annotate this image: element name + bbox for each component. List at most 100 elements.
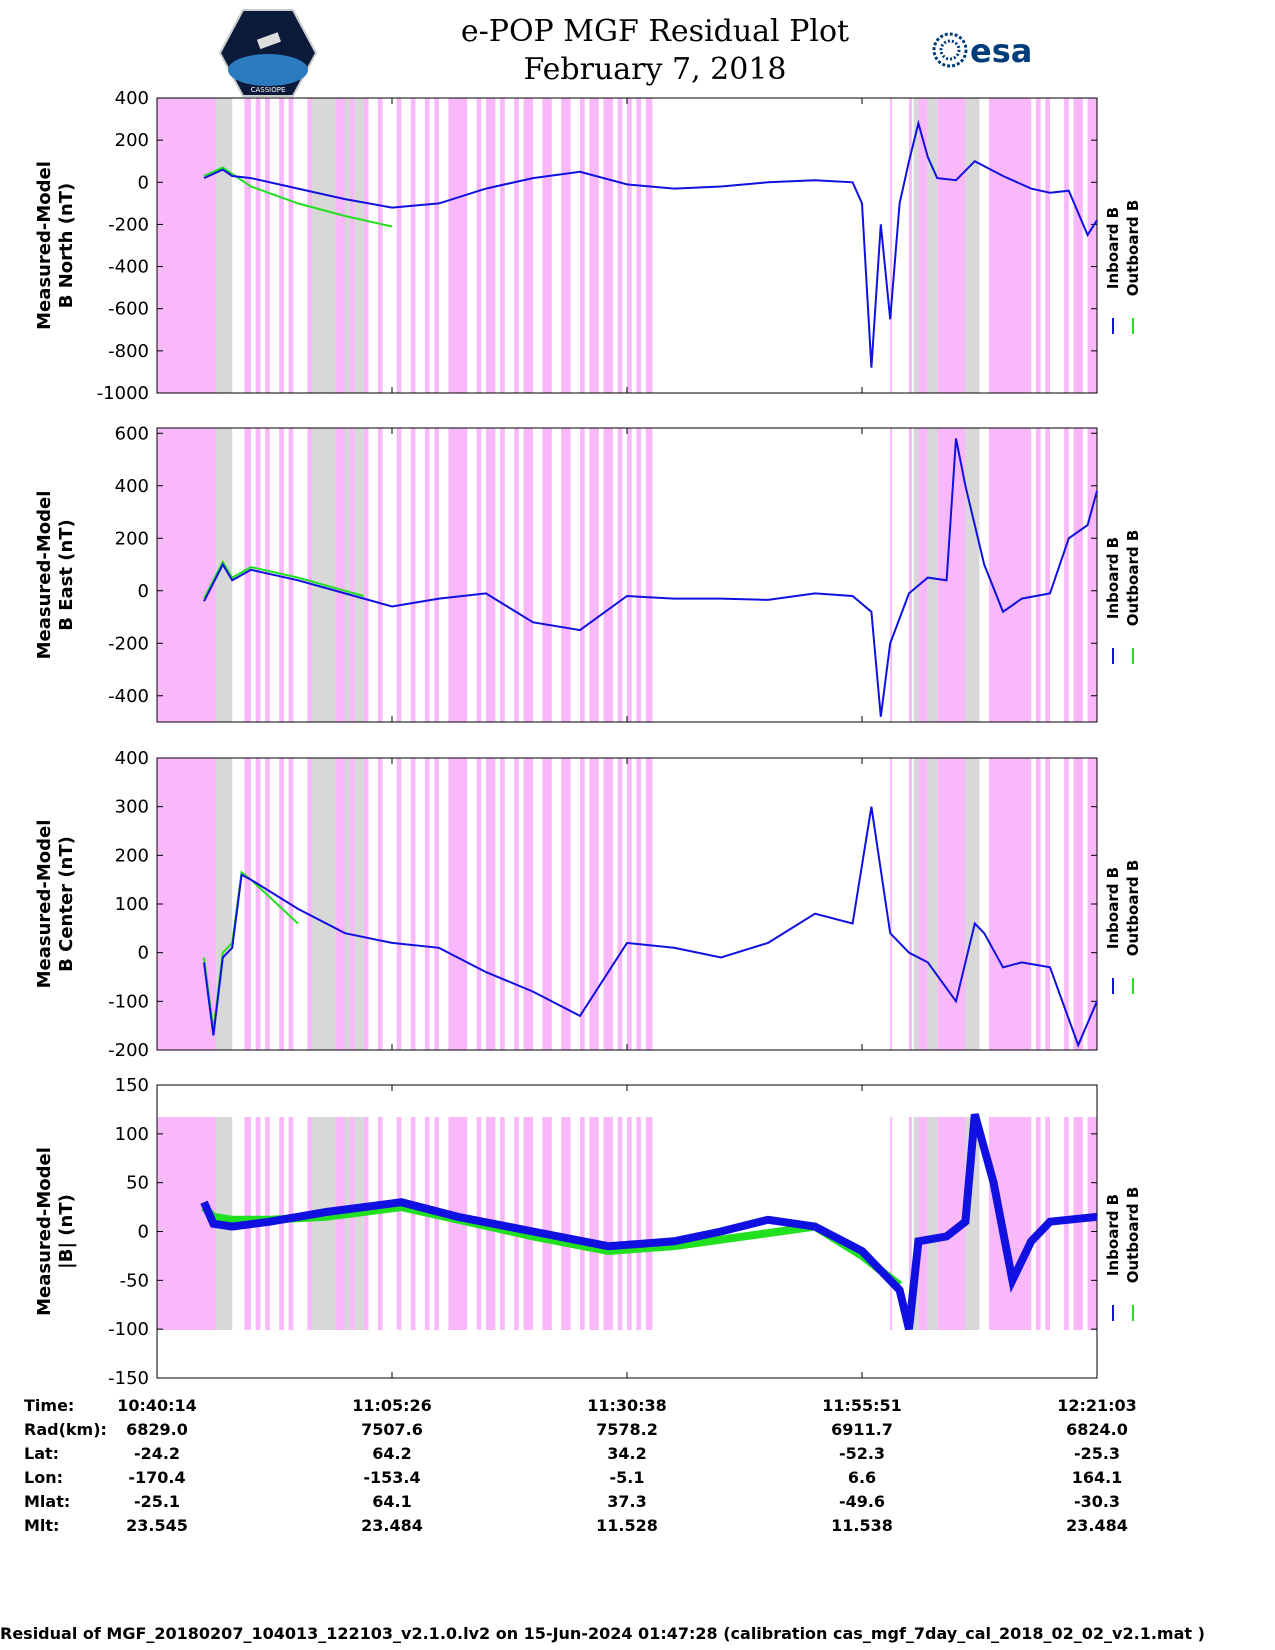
pink-shade-band <box>396 758 402 1050</box>
y-axis-label-line1: Measured-Model <box>34 1147 55 1316</box>
pink-shade-band <box>937 758 966 1050</box>
gray-shade-band <box>913 98 919 393</box>
pink-shade-band <box>279 428 284 722</box>
pink-shade-band <box>1073 428 1083 722</box>
pink-shade-band <box>486 758 496 1050</box>
pink-shade-band <box>307 428 313 722</box>
pink-shade-band <box>988 758 1032 1050</box>
pink-shade-band <box>434 98 439 393</box>
series-line-inboard <box>203 438 1098 717</box>
pink-shade-band <box>645 98 653 393</box>
pink-shade-band <box>937 428 966 722</box>
pink-shade-band <box>1064 758 1069 1050</box>
pink-shade-band <box>265 98 270 393</box>
pink-shade-band <box>603 1117 613 1330</box>
pink-shade-band <box>434 758 439 1050</box>
legend-inboard-label: Inboard B <box>1104 537 1122 619</box>
gray-shade-band <box>965 428 980 722</box>
ephem-mlt-value: 11.538 <box>831 1516 893 1535</box>
y-tick-label: -800 <box>108 341 149 362</box>
pink-shade-band <box>1087 98 1097 393</box>
pink-shade-band <box>244 98 251 393</box>
y-tick-label: -150 <box>108 1368 149 1389</box>
gray-shade-band <box>312 1117 336 1330</box>
pink-shade-band <box>486 428 496 722</box>
ephem-lat-value: -52.3 <box>838 1444 886 1463</box>
y-axis-label-line1: Measured-Model <box>34 820 55 989</box>
pink-shade-band <box>890 758 893 1050</box>
y-tick-label: 0 <box>138 1222 149 1243</box>
ephem-mlt-value: 23.484 <box>1066 1516 1128 1535</box>
y-tick-label: 50 <box>126 1173 149 1194</box>
pink-shade-band <box>636 1117 642 1330</box>
pink-shade-band <box>349 98 355 393</box>
pink-shade-band <box>1035 428 1041 722</box>
y-tick-label: -100 <box>108 1319 149 1340</box>
ephem-time-value: 10:40:14 <box>117 1396 197 1415</box>
ephem-label-mlt: Mlt: <box>24 1516 60 1535</box>
series-line-inboard <box>203 806 1098 1048</box>
pink-shade-band <box>307 758 313 1050</box>
pink-shade-band <box>542 428 552 722</box>
pink-shade-band <box>523 98 533 393</box>
ephem-time-value: 11:55:51 <box>822 1396 902 1415</box>
ephem-mlt-value: 23.545 <box>126 1516 188 1535</box>
pink-shade-band <box>255 758 261 1050</box>
pink-shade-band <box>580 98 585 393</box>
pink-shade-band <box>476 98 482 393</box>
ephem-lat-value: -24.2 <box>133 1444 181 1463</box>
y-tick-label: -600 <box>108 299 149 320</box>
ephem-mlt-value: 11.528 <box>596 1516 658 1535</box>
y-tick-label: 100 <box>115 1124 149 1145</box>
pink-shade-band <box>514 758 519 1050</box>
pink-shade-band <box>890 98 893 393</box>
pink-shade-band <box>589 758 599 1050</box>
legend-outboard-label: Outboard B <box>1124 860 1142 957</box>
pink-shade-band <box>603 428 613 722</box>
legend-inboard-label: Inboard B <box>1104 207 1122 289</box>
pink-shade-band <box>988 1117 1032 1330</box>
gray-shade-band <box>927 428 938 722</box>
pink-shade-band <box>363 1117 369 1330</box>
y-tick-label: 200 <box>115 130 149 151</box>
pink-shade-band <box>580 1117 585 1330</box>
pink-shade-band <box>627 758 632 1050</box>
ephem-rad-value: 7507.6 <box>361 1420 423 1439</box>
series-line-outboard <box>203 559 365 600</box>
gray-shade-band <box>312 98 336 393</box>
gray-shade-band <box>965 98 980 393</box>
y-tick-label: -400 <box>108 686 149 707</box>
pink-shade-band <box>909 98 912 393</box>
y-axis-label-line2: |B| (nT) <box>56 1194 77 1269</box>
pink-shade-band <box>909 428 912 722</box>
y-tick-label: 0 <box>138 581 149 602</box>
pink-shade-band <box>1035 758 1041 1050</box>
pink-shade-band <box>909 1117 912 1330</box>
pink-shade-band <box>561 98 571 393</box>
pink-shade-band <box>603 98 613 393</box>
pink-shade-band <box>918 758 928 1050</box>
pink-shade-band <box>617 98 623 393</box>
gray-shade-band <box>927 758 938 1050</box>
pink-shade-band <box>523 758 533 1050</box>
gray-shade-band <box>345 758 350 1050</box>
pink-shade-band <box>255 428 261 722</box>
ephem-time-value: 11:05:26 <box>352 1396 432 1415</box>
ephem-lat-value: -25.3 <box>1073 1444 1121 1463</box>
pink-shade-band <box>157 428 217 722</box>
footer-caption: Residual of MGF_20180207_104013_122103_v… <box>0 1624 1205 1643</box>
chart-panel-4: 150 100 50 0 -50 -100 -150 Measured-Model |B| (n… <box>34 1075 1142 1389</box>
y-tick-label: 200 <box>115 528 149 549</box>
title-line-2: February 7, 2018 <box>523 52 787 87</box>
pink-shade-band <box>1035 98 1041 393</box>
ephem-lon-value: -153.4 <box>363 1468 421 1487</box>
pink-shade-band <box>349 1117 355 1330</box>
pink-shade-band <box>377 98 383 393</box>
pink-shade-band <box>500 98 505 393</box>
pink-shade-band <box>410 98 416 393</box>
pink-shade-band <box>279 758 284 1050</box>
gray-shade-band <box>216 428 233 722</box>
gray-shade-band <box>216 98 233 393</box>
y-tick-label: -1000 <box>97 383 149 404</box>
y-tick-label: 400 <box>115 88 149 109</box>
